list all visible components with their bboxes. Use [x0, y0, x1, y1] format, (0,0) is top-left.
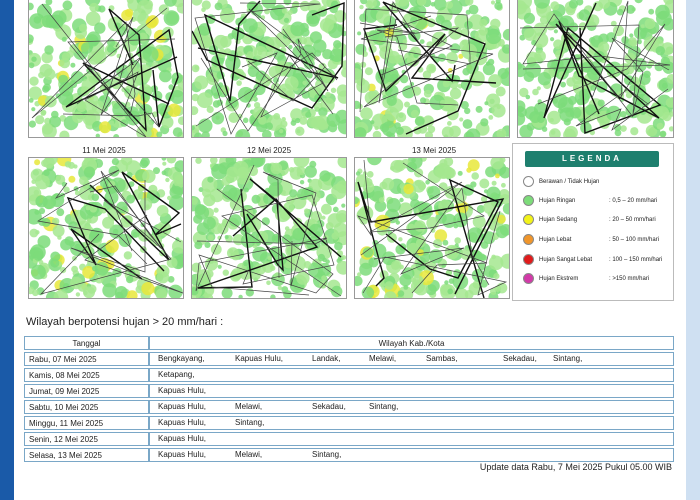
region-name: Sintang, — [369, 402, 399, 411]
table-row: Senin, 12 Mei 2025 Kapuas Hulu, — [24, 432, 674, 446]
rain-map-13-mei — [354, 157, 510, 299]
region-name: Sintang, — [553, 354, 583, 363]
rain-map-top-3 — [354, 0, 510, 138]
legend-panel: LEGENDA Berawan / Tidak Hujan Hujan Ring… — [512, 143, 674, 301]
legend-swatch — [523, 254, 534, 265]
region-name: Sintang, — [312, 450, 342, 459]
map-date-label: 11 Mei 2025 — [82, 146, 126, 155]
rain-map-graphic — [192, 158, 346, 298]
region-name: Kapuas Hulu, — [158, 450, 207, 459]
legend-swatch — [523, 214, 534, 225]
section-title: Wilayah berpotensi hujan > 20 mm/hari : — [26, 316, 224, 328]
region-name: Kapuas Hulu, — [235, 354, 284, 363]
table-row: Jumat, 09 Mei 2025 Kapuas Hulu, — [24, 384, 674, 398]
row-date: Jumat, 09 Mei 2025 — [24, 384, 149, 398]
legend-swatch — [523, 195, 534, 206]
map-date-label: 12 Mei 2025 — [246, 146, 292, 155]
region-name: Landak, — [312, 354, 341, 363]
region-name: Sekadau, — [503, 354, 537, 363]
region-name: Melawi, — [369, 354, 397, 363]
legend-item: Berawan / Tidak Hujan — [523, 176, 673, 188]
legend-range: : 0,5 – 20 mm/hari — [609, 198, 658, 204]
region-name: Ketapang, — [158, 370, 195, 379]
row-regions: Kapuas Hulu, — [149, 384, 674, 398]
row-regions: Bengkayang, Kapuas Hulu, Landak, Melawi, Sam… — [149, 352, 674, 366]
rain-map-graphic — [518, 0, 673, 137]
legend-item: Hujan Ringan : 0,5 – 20 mm/hari — [523, 195, 673, 207]
row-regions: Kapuas Hulu, — [149, 432, 674, 446]
rain-map-12-mei — [191, 157, 347, 299]
legend-range: : 100 – 150 mm/hari — [609, 257, 663, 263]
legend-range: : 50 – 100 mm/hari — [609, 237, 660, 243]
row-date: Sabtu, 10 Mei 2025 — [24, 400, 149, 414]
legend-range: : 20 – 50 mm/hari — [609, 217, 656, 223]
right-background-strip — [686, 0, 700, 500]
rain-map-graphic — [29, 158, 183, 298]
region-name: Sintang, — [235, 418, 265, 427]
region-name: Bengkayang, — [158, 354, 205, 363]
legend-label: Hujan Sangat Lebat — [539, 257, 593, 263]
row-regions: Kapuas Hulu, Melawi, Sekadau, Sintang, — [149, 400, 674, 414]
legend-swatch — [523, 176, 534, 187]
row-regions: Kapuas Hulu, Sintang, — [149, 416, 674, 430]
legend-item: Hujan Lebat : 50 – 100 mm/hari — [523, 234, 673, 246]
rain-map-graphic — [355, 158, 509, 298]
row-date: Senin, 12 Mei 2025 — [24, 432, 149, 446]
rain-map-graphic — [355, 0, 509, 137]
region-name: Kapuas Hulu, — [158, 418, 207, 427]
table-row: Kamis, 08 Mei 2025 Ketapang, — [24, 368, 674, 382]
rain-map-graphic — [29, 0, 183, 137]
row-regions: Kapuas Hulu, Melawi, Sintang, — [149, 448, 674, 462]
row-regions: Ketapang, — [149, 368, 674, 382]
rain-map-top-1 — [28, 0, 184, 138]
legend-title: LEGENDA — [525, 151, 659, 167]
legend-label: Hujan Ekstrem — [539, 276, 579, 282]
map-date-label: 13 Mei 2025 — [411, 146, 457, 155]
table-header-row: Tanggal Wilayah Kab./Kota — [24, 336, 674, 350]
region-name: Sekadau, — [312, 402, 346, 411]
rain-map-top-4 — [517, 0, 674, 138]
rain-map-11-mei — [28, 157, 184, 299]
row-date: Rabu, 07 Mei 2025 — [24, 352, 149, 366]
rain-map-top-2 — [191, 0, 347, 138]
rain-region-table: Tanggal Wilayah Kab./Kota Rabu, 07 Mei 2… — [24, 334, 674, 464]
legend-label: Berawan / Tidak Hujan — [539, 179, 600, 185]
header-regions: Wilayah Kab./Kota — [149, 336, 674, 350]
region-name: Sambas, — [426, 354, 458, 363]
table-row: Rabu, 07 Mei 2025 Bengkayang, Kapuas Hulu,… — [24, 352, 674, 366]
legend-label: Hujan Sedang — [539, 217, 578, 223]
rain-map-graphic — [192, 0, 346, 137]
region-name: Melawi, — [235, 402, 263, 411]
legend-item: Hujan Sangat Lebat : 100 – 150 mm/hari — [523, 254, 673, 266]
legend-label: Hujan Ringan — [539, 198, 576, 204]
row-date: Kamis, 08 Mei 2025 — [24, 368, 149, 382]
legend-label: Hujan Lebat — [539, 237, 572, 243]
legend-item: Hujan Sedang : 20 – 50 mm/hari — [523, 214, 673, 226]
table-row: Minggu, 11 Mei 2025 Kapuas Hulu, Sintang, — [24, 416, 674, 430]
header-date: Tanggal — [24, 336, 149, 350]
legend-swatch — [523, 273, 534, 284]
region-name: Melawi, — [235, 450, 263, 459]
region-name: Kapuas Hulu, — [158, 386, 207, 395]
legend-item: Hujan Ekstrem : >150 mm/hari — [523, 273, 673, 285]
table-row: Selasa, 13 Mei 2025 Kapuas Hulu, Melawi, Si… — [24, 448, 674, 462]
row-date: Selasa, 13 Mei 2025 — [24, 448, 149, 462]
update-timestamp: Update data Rabu, 7 Mei 2025 Pukul 05.00… — [479, 462, 672, 472]
region-name: Kapuas Hulu, — [158, 402, 207, 411]
left-background-strip — [0, 0, 14, 500]
legend-swatch — [523, 234, 534, 245]
table-row: Sabtu, 10 Mei 2025 Kapuas Hulu, Melawi, Sek… — [24, 400, 674, 414]
legend-range: : >150 mm/hari — [609, 276, 650, 282]
row-date: Minggu, 11 Mei 2025 — [24, 416, 149, 430]
region-name: Kapuas Hulu, — [158, 434, 207, 443]
